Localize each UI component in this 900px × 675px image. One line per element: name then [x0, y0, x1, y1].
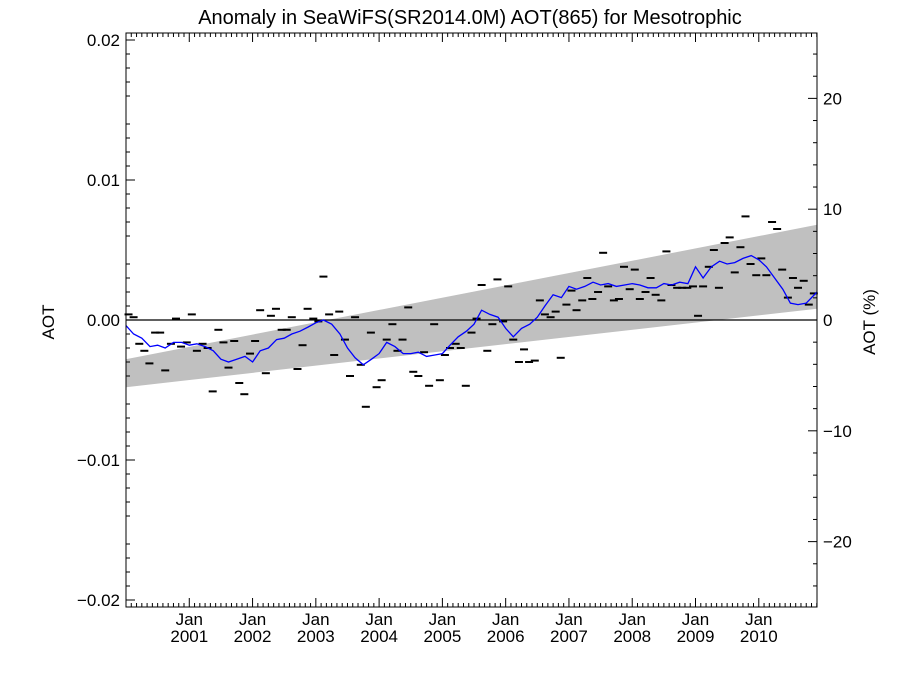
- x-tick-label-year: 2007: [550, 627, 588, 646]
- x-tick-label-month: Jan: [555, 610, 582, 629]
- y2-tick-label: −20: [823, 533, 852, 552]
- y-axis-label-left: AOT: [39, 305, 58, 340]
- y-tick-label: 0.02: [87, 31, 120, 50]
- y-axis-label-right: AOT (%): [860, 289, 879, 355]
- axes-layer: −0.02−0.010.000.010.02−20−1001020Jan2001…: [77, 31, 852, 646]
- confidence-band-layer: [126, 224, 817, 388]
- x-tick-label-month: Jan: [492, 610, 519, 629]
- trend-uncertainty-band: [126, 224, 817, 388]
- x-tick-label-year: 2009: [677, 627, 715, 646]
- x-tick-label-year: 2003: [297, 627, 335, 646]
- x-tick-label-month: Jan: [365, 610, 392, 629]
- y-tick-label: 0.00: [87, 311, 120, 330]
- x-tick-label-year: 2008: [613, 627, 651, 646]
- x-tick-label-month: Jan: [429, 610, 456, 629]
- x-tick-label-month: Jan: [176, 610, 203, 629]
- x-tick-label-year: 2002: [234, 627, 272, 646]
- y2-tick-label: 10: [823, 200, 842, 219]
- y2-tick-label: 20: [823, 89, 842, 108]
- y2-tick-label: −10: [823, 422, 852, 441]
- x-tick-label-month: Jan: [302, 610, 329, 629]
- x-tick-label-month: Jan: [619, 610, 646, 629]
- x-tick-label-year: 2004: [360, 627, 398, 646]
- x-tick-label-year: 2005: [423, 627, 461, 646]
- y-tick-label: −0.01: [77, 451, 120, 470]
- smoothed-anomaly-line-layer: [125, 254, 818, 366]
- y-tick-label: 0.01: [87, 171, 120, 190]
- chart-title: Anomaly in SeaWiFS(SR2014.0M) AOT(865) f…: [198, 7, 742, 29]
- x-tick-label-year: 2006: [487, 627, 525, 646]
- x-tick-label-month: Jan: [682, 610, 709, 629]
- smoothed-anomaly-line: [125, 254, 818, 366]
- x-tick-label-year: 2001: [170, 627, 208, 646]
- x-tick-label-month: Jan: [239, 610, 266, 629]
- x-tick-label-month: Jan: [745, 610, 772, 629]
- y2-tick-label: 0: [823, 311, 832, 330]
- x-tick-label-year: 2010: [740, 627, 778, 646]
- y-tick-label: −0.02: [77, 591, 120, 610]
